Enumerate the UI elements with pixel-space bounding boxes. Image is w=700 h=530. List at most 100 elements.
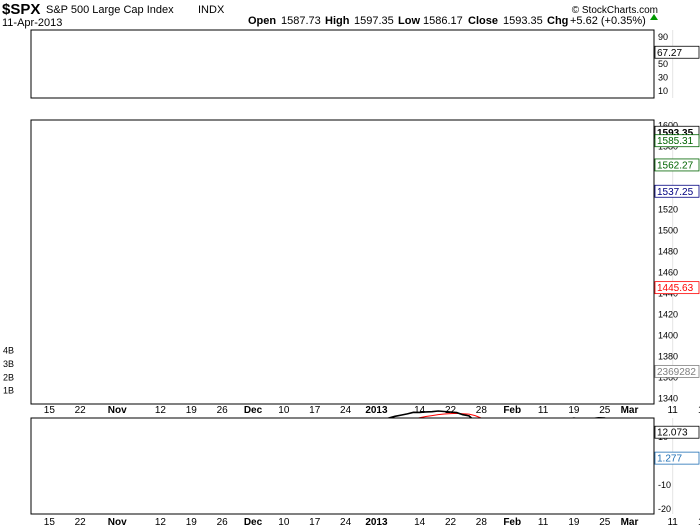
change-value: +5.62 (+0.35%) [570,15,646,27]
date-tick-label: 14 [414,405,426,416]
date-tick-label: 2013 [365,517,388,528]
rsi-tick-label: 90 [658,32,668,42]
date-tick-label: Feb [503,405,521,416]
date-tick-label: 19 [186,405,198,416]
date-tick-label: 26 [217,517,229,528]
macd-value-tag-box [654,451,700,465]
date-tick-label: Mar [621,517,639,528]
date-tick-label: 18 [698,517,700,528]
close-value: 1593.35 [503,15,543,27]
price-tick-label: 1340 [658,394,678,404]
macd-value-tag-box [654,425,700,439]
date-tick-label: 10 [278,517,290,528]
date-tick-label: 24 [340,405,352,416]
price-value-tag: 1562.27 [657,160,694,171]
macd-frame [30,417,655,515]
price-tick-label: 1460 [658,268,678,278]
date-tick-label: 22 [445,405,457,416]
change-label: Chg [547,15,568,27]
date-axis-bottom: 15 22 Nov 12 19 26 Dec 10 17 24 2013 14 22 28 Feb 11 19 2… [44,517,700,528]
date-tick-label: 19 [568,405,580,416]
date-tick-label: 22 [445,517,457,528]
date-axis-top: 15 22 Nov 12 19 26 Dec 10 17 24 2013 14 22 28 Feb 11 19 2… [44,405,700,416]
date-tick-label: 12 [155,405,167,416]
rsi-tick-label: 30 [658,73,668,83]
date-tick-label: 19 [568,517,580,528]
date-tick-label: Mar [621,405,639,416]
price-value-tag: 1445.63 [657,283,694,294]
low-label: Low [398,15,420,27]
volume-tick-label: 3B [3,359,14,369]
date-tick-label: 28 [476,405,488,416]
price-tick-label: 1500 [658,225,678,235]
volume-tick-label: 2B [3,372,14,382]
macd-value-tag: 12.073 [657,428,688,439]
price-frame [30,119,655,405]
date-tick-label: 11 [538,405,549,416]
low-value: 1586.17 [423,15,463,27]
price-value-tag-box [654,158,700,172]
rsi-tick-label: 10 [658,86,668,96]
date-tick-label: 25 [599,405,611,416]
date-tick-label: 19 [186,517,198,528]
date-tick-label: 22 [75,517,87,528]
date-tick-label: 18 [698,405,700,416]
index-name: S&P 500 Large Cap Index [46,4,174,16]
price-value-tag: 2369282 [657,367,696,378]
rsi-frame [30,29,655,99]
rsi-current-label: 67.27 [657,48,682,59]
date-tick-label: Nov [108,517,127,528]
macd-tick-label: -10 [658,480,671,490]
price-value-tag: 1537.25 [657,187,694,198]
volume-tick-label: 1B [3,386,14,396]
rsi-current-label-box [654,45,700,59]
price-tick-label: 1420 [658,310,678,320]
high-label: High [325,15,350,27]
open-value: 1587.73 [281,15,321,27]
symbol-title: $SPX [2,1,40,18]
exchange-label: INDX [198,4,225,16]
price-value-tag-box [654,184,700,198]
date-tick-label: 15 [44,517,56,528]
price-tick-label: 1400 [658,331,678,341]
date-tick-label: 11 [667,517,678,528]
date-tick-label: Feb [503,517,521,528]
up-triangle-icon [650,14,658,20]
date-tick-label: 17 [309,517,321,528]
date-tick-label: Dec [244,405,263,416]
price-value-tag: 1585.31 [657,136,694,147]
price-value-tag-box [654,364,700,378]
credit-label: © StockCharts.com [572,5,658,16]
price-tick-label: 1600 [658,120,678,130]
date-tick-label: 28 [476,517,488,528]
date-tick-label: 11 [538,517,549,528]
date-label: 11-Apr-2013 [2,17,62,29]
chart-header: $SPX S&P 500 Large Cap Index INDX 11-Apr… [2,1,658,29]
close-label: Close [468,15,498,27]
high-value: 1597.35 [354,15,394,27]
price-tick-label: 1520 [658,204,678,214]
date-tick-label: 25 [599,517,611,528]
date-tick-label: 24 [340,517,352,528]
date-tick-label: 15 [44,405,56,416]
open-label: Open [248,15,276,27]
date-tick-label: 10 [278,405,290,416]
date-tick-label: 2013 [365,405,388,416]
macd-tick-label: -20 [658,504,671,514]
price-tick-label: 1380 [658,352,678,362]
rsi-tick-label: 50 [658,59,668,69]
date-tick-label: 26 [217,405,229,416]
macd-value-tag: 1.277 [657,454,682,465]
volume-tick-label: 4B [3,346,14,356]
price-value-tag-box [654,134,700,148]
price-value-tag: 1593.35 [657,128,694,139]
price-value-tag-box [654,281,700,295]
date-tick-label: 17 [309,405,321,416]
date-tick-label: 22 [75,405,87,416]
date-tick-label: 12 [155,517,167,528]
date-tick-label: Dec [244,517,263,528]
date-tick-label: 14 [414,517,426,528]
date-tick-label: Nov [108,405,127,416]
price-tick-label: 1480 [658,246,678,256]
